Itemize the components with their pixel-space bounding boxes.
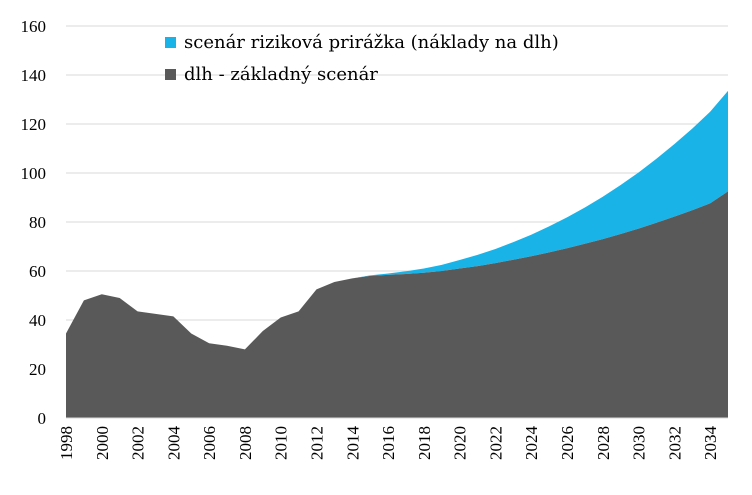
x-tick-label: 2014: [343, 426, 362, 461]
x-tick-label: 2016: [379, 426, 398, 460]
x-tick-label: 2018: [415, 426, 434, 460]
y-tick-label: 140: [21, 66, 47, 85]
series-area-baseline: [66, 191, 728, 418]
legend-label-baseline: dlh - základný scenár: [184, 64, 378, 85]
legend-swatch-riskpremium: [165, 37, 176, 48]
y-tick-label: 40: [29, 311, 46, 330]
y-tick-label: 100: [21, 164, 47, 183]
y-tick-label: 120: [21, 115, 47, 134]
legend-swatch-baseline: [165, 69, 176, 80]
x-tick-label: 2028: [594, 426, 613, 460]
x-tick-label: 2004: [164, 426, 183, 461]
x-tick-label: 2032: [665, 426, 684, 460]
x-tick-label: 2030: [630, 426, 649, 460]
y-tick-label: 0: [38, 409, 47, 428]
x-tick-label: 2000: [93, 426, 112, 460]
x-tick-label: 2022: [486, 426, 505, 460]
x-axis: 1998 2000 2002 2004 2006 2008 2010 2012 2014 2016…: [57, 417, 728, 461]
series-area-riskpremium: [66, 90, 728, 350]
x-tick-label: 2002: [129, 426, 148, 460]
x-tick-label: 2010: [272, 426, 291, 460]
x-tick-label: 2008: [236, 426, 255, 460]
y-tick-label: 20: [29, 360, 46, 379]
legend: scenár riziková prirážka (náklady na dlh…: [165, 32, 559, 85]
x-tick-label: 1998: [57, 426, 76, 460]
area-series: [66, 90, 728, 418]
legend-label-riskpremium: scenár riziková prirážka (náklady na dlh…: [184, 32, 559, 53]
x-tick-label: 2026: [558, 426, 577, 460]
y-tick-label: 160: [21, 17, 47, 36]
y-tick-label: 80: [29, 213, 46, 232]
y-tick-label: 60: [29, 262, 46, 281]
x-tick-label: 2012: [307, 426, 326, 460]
x-tick-label: 2024: [522, 426, 541, 461]
x-tick-label: 2034: [701, 426, 720, 461]
y-axis: 0 20 40 60 80 100 120 140 160: [21, 17, 47, 428]
x-tick-label: 2020: [451, 426, 470, 460]
x-tick-label: 2006: [200, 426, 219, 460]
